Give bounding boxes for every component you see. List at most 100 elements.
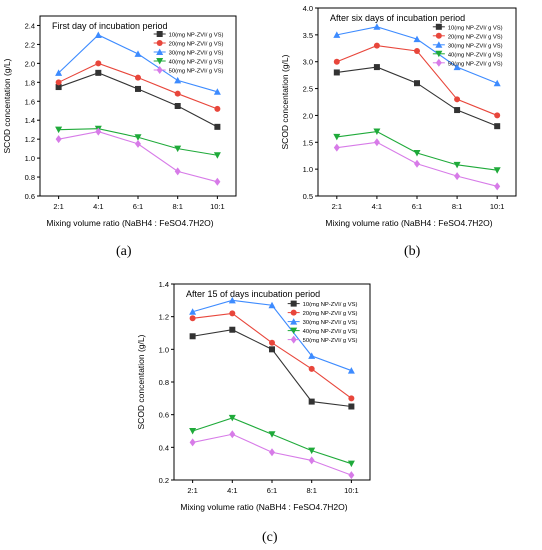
data-point <box>308 365 315 372</box>
x-tick-label: 10:1 <box>490 202 505 211</box>
chart-six-days: After six days of incubation period 0.5 1.… <box>280 4 517 228</box>
data-point <box>333 69 340 76</box>
data-point <box>308 456 315 465</box>
y-tick-label: 2.4 <box>25 21 35 30</box>
data-point <box>269 448 275 457</box>
x-axis-label: Mixing volume ratio (NaBH4 : FeSO4.7H2O) <box>180 502 347 512</box>
data-point <box>308 352 316 359</box>
legend-marker <box>435 50 443 58</box>
data-point <box>269 346 275 353</box>
data-point <box>95 127 102 136</box>
data-point <box>413 150 421 157</box>
series-line-1 <box>336 66 498 127</box>
data-point <box>174 103 181 109</box>
y-tick-label: 0.2 <box>159 476 169 485</box>
data-point <box>213 88 221 95</box>
data-point <box>493 167 501 174</box>
data-point <box>333 133 341 141</box>
x-tick-label: 4:1 <box>372 202 382 211</box>
data-point <box>494 112 501 119</box>
x-tick-label: 6:1 <box>412 202 422 211</box>
data-point <box>348 471 355 480</box>
y-tick-label: 2.5 <box>303 85 313 94</box>
legend-entry: 40(mg NP-ZVI/ g VS) <box>303 329 358 335</box>
data-point <box>135 85 141 92</box>
legend-marker <box>156 40 163 46</box>
legend-entry: 50(mg NP-ZVI/ g VS) <box>448 61 503 67</box>
legend-marker <box>290 300 297 307</box>
x-tick-label: 2:1 <box>53 202 63 211</box>
data-point <box>493 79 501 87</box>
y-tick-label: 4.0 <box>303 4 313 13</box>
data-point <box>94 31 102 38</box>
legend-marker <box>156 48 164 55</box>
x-axis-label: Mixing volume ratio (NaBH4 : FeSO4.7H2O) <box>325 218 492 228</box>
data-point <box>373 138 380 147</box>
legend-marker <box>290 327 298 335</box>
data-point <box>348 395 355 402</box>
legend-entry: 10(mg NP-ZVI/ g VS) <box>303 302 358 308</box>
data-point <box>214 177 221 186</box>
y-axis-label: SCOD concentation (g/L) <box>280 54 290 149</box>
chart-first-day: First day of incubation period 0.6 0.8 1.0 1… <box>2 15 237 228</box>
data-point <box>453 161 461 169</box>
y-axis-label: SCOD concentation (g/L) <box>136 334 146 429</box>
chart-fifteen-days: After 15 of days incubation period 0.2 0.4… <box>136 280 371 512</box>
x-tick-label: 6:1 <box>133 202 143 211</box>
legend-entry: 20(mg NP-ZVI/ g VS) <box>448 34 503 40</box>
x-tick-label: 8:1 <box>452 202 462 211</box>
data-point <box>373 42 380 49</box>
y-tick-label: 0.6 <box>159 411 169 420</box>
legend-marker <box>290 335 297 344</box>
x-tick-label: 6:1 <box>267 486 277 495</box>
legend-marker <box>156 66 163 74</box>
y-tick-label: 2.2 <box>25 40 35 49</box>
data-point <box>494 123 501 130</box>
data-point <box>95 60 102 67</box>
data-point <box>55 126 63 134</box>
legend-entry: 50(mg NP-ZVI/ g VS) <box>303 338 358 344</box>
legend-entry: 10(mg NP-ZVI/ g VS) <box>169 33 224 39</box>
data-point <box>347 460 355 468</box>
legend-marker <box>290 309 297 316</box>
data-point <box>414 47 420 54</box>
x-tick-label: 2:1 <box>187 486 197 495</box>
data-point <box>413 35 421 43</box>
y-axis-label: SCOD concentation (g/L) <box>2 58 12 153</box>
data-point <box>174 90 181 97</box>
data-point <box>213 152 221 159</box>
y-tick-label: 1.0 <box>159 345 169 354</box>
x-tick-label: 8:1 <box>172 202 182 211</box>
panel-label-c: (c) <box>262 530 278 545</box>
legend-entry: 20(mg NP-ZVI/ g VS) <box>303 311 358 317</box>
series-line-2 <box>192 312 352 399</box>
data-point <box>55 135 62 144</box>
data-point <box>269 339 275 346</box>
data-point <box>228 414 236 422</box>
series-line-4 <box>192 417 352 465</box>
data-point <box>414 80 420 87</box>
data-point <box>308 398 315 405</box>
data-point <box>454 172 461 181</box>
y-tick-label: 0.6 <box>25 192 35 201</box>
data-point <box>95 69 102 76</box>
legend-marker <box>156 58 164 65</box>
data-point <box>373 64 380 71</box>
x-tick-label: 8:1 <box>306 486 316 495</box>
data-point <box>214 123 221 130</box>
y-tick-label: 3.0 <box>303 58 313 67</box>
y-tick-label: 3.5 <box>303 31 313 40</box>
legend-marker <box>435 32 442 39</box>
data-point <box>135 139 141 148</box>
data-point <box>174 145 182 153</box>
legend-entry: 40(mg NP-ZVI/ g VS) <box>448 52 503 58</box>
legend-entry: 30(mg NP-ZVI/ g VS) <box>448 43 503 49</box>
y-tick-label: 1.0 <box>25 154 35 163</box>
panel-label-b: (b) <box>404 244 421 259</box>
data-point <box>229 310 236 317</box>
data-point <box>333 143 340 152</box>
data-point <box>228 296 236 304</box>
y-tick-label: 1.0 <box>303 165 313 174</box>
legend-entry: 40(mg NP-ZVI/ g VS) <box>169 60 224 66</box>
